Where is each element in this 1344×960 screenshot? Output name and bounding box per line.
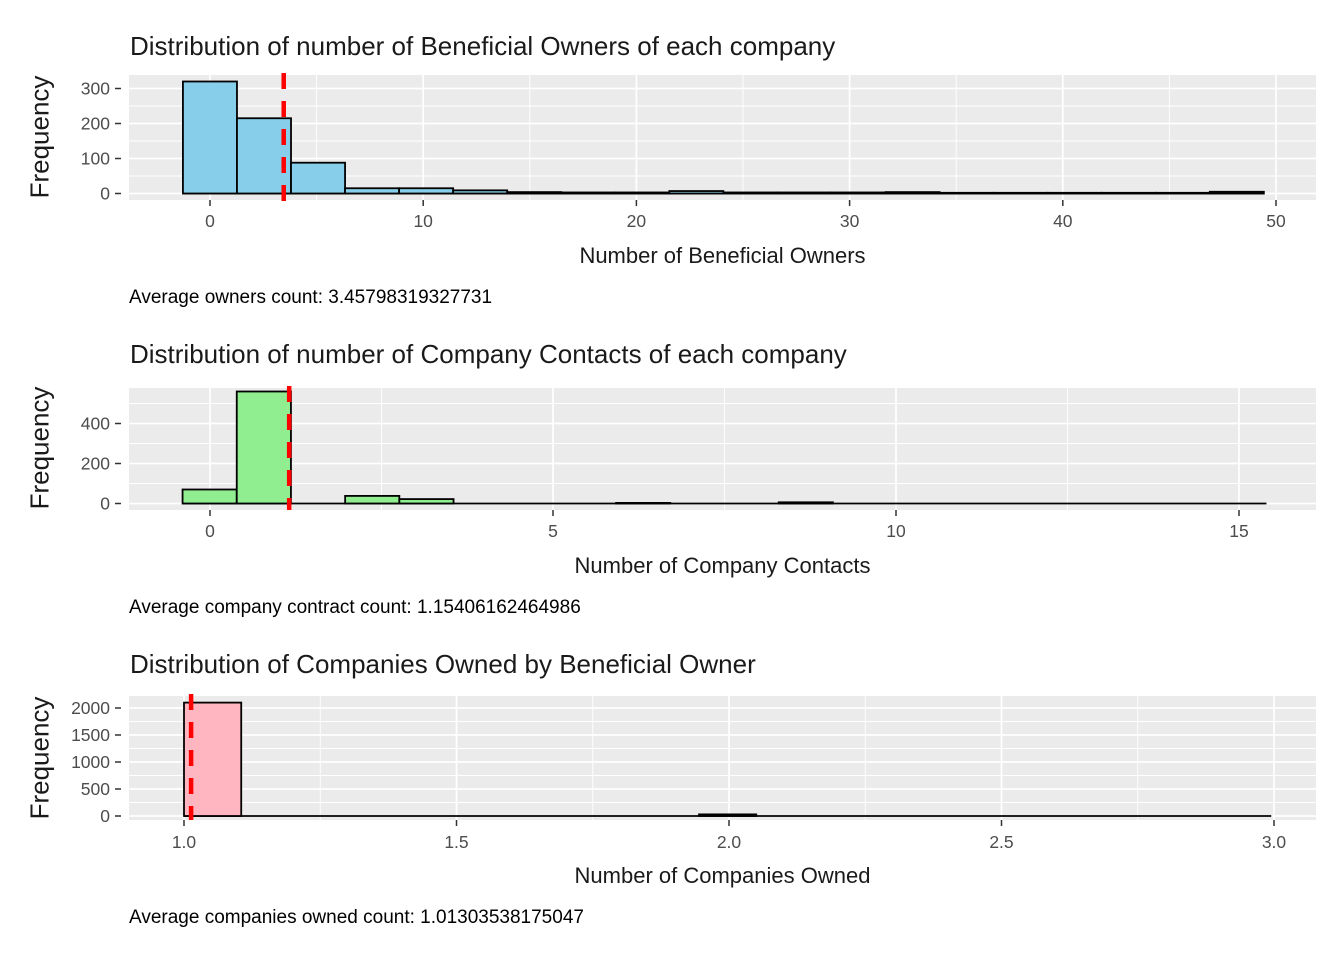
y-tick-label: 1000 bbox=[71, 752, 110, 772]
histogram-bar bbox=[398, 187, 455, 195]
plot-panel bbox=[129, 388, 1316, 510]
histogram-bar bbox=[615, 502, 672, 505]
histogram-bar bbox=[235, 390, 292, 505]
chart1-caption: Average owners count: 3.45798319327731 bbox=[129, 287, 493, 308]
y-tick-label: 400 bbox=[81, 414, 110, 434]
x-tick-label: 30 bbox=[840, 211, 860, 231]
y-tick-label: 300 bbox=[81, 79, 110, 99]
chart1-x-axis-title: Number of Beneficial Owners bbox=[579, 243, 866, 268]
x-tick-label: 10 bbox=[413, 211, 433, 231]
y-tick-label: 0 bbox=[100, 806, 110, 826]
y-tick-label: 100 bbox=[81, 149, 110, 169]
y-tick-label: 0 bbox=[100, 184, 110, 204]
x-tick-label: 1.0 bbox=[172, 832, 197, 852]
histogram-bar bbox=[698, 813, 758, 817]
histogram-bar bbox=[938, 191, 995, 195]
histogram-bar bbox=[722, 191, 779, 195]
y-tick-label: 500 bbox=[81, 779, 110, 799]
x-tick-label: 50 bbox=[1266, 211, 1286, 231]
chart2-caption: Average company contract count: 1.154061… bbox=[129, 597, 581, 618]
histogram-bar bbox=[1100, 191, 1157, 195]
histogram-bar bbox=[777, 501, 834, 505]
x-tick-label: 10 bbox=[886, 521, 906, 541]
histogram-bar bbox=[992, 191, 1049, 195]
chart3-x-axis-title: Number of Companies Owned bbox=[574, 863, 871, 888]
histogram-bar bbox=[560, 191, 617, 195]
histogram-bar bbox=[398, 498, 455, 505]
x-tick-label: 2.0 bbox=[717, 832, 742, 852]
histogram-bar bbox=[668, 190, 725, 195]
x-tick-label: 0 bbox=[205, 521, 215, 541]
y-tick-label: 200 bbox=[81, 454, 110, 474]
x-tick-label: 1.5 bbox=[444, 832, 468, 852]
y-tick-label: 1500 bbox=[71, 725, 110, 745]
chart3-histogram-companies-owned: 1.0 1.5 2.0 2.5 3.0 0 500 1000 1500 2000 bbox=[71, 694, 1316, 852]
y-tick-label: 200 bbox=[81, 114, 110, 134]
histogram-bar bbox=[1046, 191, 1103, 195]
x-tick-label: 40 bbox=[1053, 211, 1073, 231]
x-tick-label: 3.0 bbox=[1262, 832, 1287, 852]
plot-panel bbox=[129, 696, 1316, 820]
y-tick-label: 0 bbox=[100, 494, 110, 514]
x-tick-label: 2.5 bbox=[989, 832, 1013, 852]
histogram-bar bbox=[884, 191, 941, 195]
histogram-bar bbox=[344, 187, 401, 195]
chart1-title: Distribution of number of Beneficial Own… bbox=[130, 31, 836, 61]
chart2-x-axis-title: Number of Company Contacts bbox=[574, 553, 871, 578]
histogram-bar bbox=[776, 191, 833, 195]
histogram-bar bbox=[1208, 190, 1265, 195]
histogram-bar bbox=[1154, 191, 1211, 195]
x-tick-label: 15 bbox=[1229, 521, 1248, 541]
chart3-title: Distribution of Companies Owned by Benef… bbox=[130, 649, 756, 679]
histogram-bar bbox=[344, 495, 401, 505]
histogram-bar bbox=[614, 191, 671, 195]
histogram-bar bbox=[290, 161, 346, 195]
chart2-histogram-company-contacts: 0 5 10 15 0 200 400 bbox=[81, 386, 1316, 541]
chart3-caption: Average companies owned count: 1.0130353… bbox=[129, 907, 584, 928]
histogram-bar bbox=[452, 189, 509, 195]
histogram-bar bbox=[506, 191, 563, 195]
y-tick-label: 2000 bbox=[71, 698, 110, 718]
x-tick-label: 20 bbox=[627, 211, 647, 231]
histogram-bar bbox=[181, 488, 238, 505]
histogram-bar bbox=[830, 191, 887, 195]
chart1-histogram-beneficial-owners: 0 10 20 30 40 50 0 100 200 300 bbox=[81, 73, 1316, 231]
chart2-title: Distribution of number of Company Contac… bbox=[130, 339, 847, 369]
x-tick-label: 0 bbox=[205, 211, 215, 231]
histogram-bar bbox=[183, 701, 243, 817]
x-tick-label: 5 bbox=[548, 521, 558, 541]
histogram-bar bbox=[182, 80, 238, 195]
